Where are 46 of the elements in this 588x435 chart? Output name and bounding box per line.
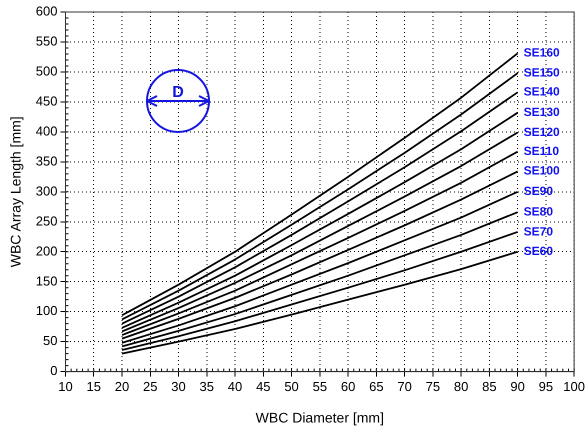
series-label: SE120 (524, 124, 560, 139)
x-tick-label: 75 (426, 378, 440, 394)
y-tick-label: 400 (36, 123, 58, 138)
x-tick-label: 60 (340, 378, 356, 394)
x-tick-label: 20 (114, 378, 130, 394)
x-axis-title: WBC Diameter [mm] (256, 409, 384, 426)
series-label: SE100 (524, 164, 560, 178)
series-label: SE150 (524, 65, 560, 80)
x-tick-label: 90 (510, 378, 525, 394)
x-tick-label: 55 (312, 378, 328, 394)
x-tick-label: 40 (228, 378, 242, 394)
series-label: SE70 (524, 224, 554, 238)
x-tick-label: 15 (86, 378, 101, 394)
y-tick-label: 350 (36, 153, 58, 168)
y-tick-label: 100 (36, 303, 58, 318)
y-tick-label: 250 (36, 213, 58, 228)
x-tick-label: 45 (256, 378, 271, 394)
series-label: SE160 (524, 46, 560, 60)
y-tick-label: 300 (36, 183, 58, 198)
y-tick-label: 0 (50, 363, 58, 378)
y-tick-label: 50 (43, 333, 58, 348)
x-tick-label: 85 (482, 378, 497, 394)
series-label: SE130 (524, 105, 560, 119)
x-tick-label: 65 (369, 378, 384, 394)
y-axis-title: WBC Array Length [mm] (7, 116, 24, 268)
series-label: SE90 (524, 184, 554, 198)
x-tick-label: 80 (454, 378, 468, 394)
x-tick-label: 25 (143, 378, 158, 394)
y-tick-label: 200 (36, 243, 58, 258)
annotation: D (172, 84, 184, 101)
x-tick-label: 100 (563, 378, 586, 394)
x-tick-label: 70 (397, 378, 412, 394)
series-label: SE110 (524, 144, 560, 158)
x-tick-label: 30 (171, 378, 186, 394)
y-tick-label: 500 (36, 64, 58, 79)
y-tick-label: 600 (36, 4, 58, 19)
series-label: SE80 (524, 204, 554, 218)
y-tick-label: 150 (36, 273, 58, 288)
x-tick-label: 35 (200, 378, 214, 394)
x-tick-label: 50 (284, 378, 299, 394)
series-label: SE140 (524, 84, 560, 99)
series-label: SE60 (524, 244, 554, 258)
y-tick-label: 550 (36, 34, 58, 49)
y-tick-label: 450 (36, 93, 58, 108)
x-tick-label: 95 (538, 378, 554, 394)
x-tick-label: 10 (58, 378, 73, 394)
